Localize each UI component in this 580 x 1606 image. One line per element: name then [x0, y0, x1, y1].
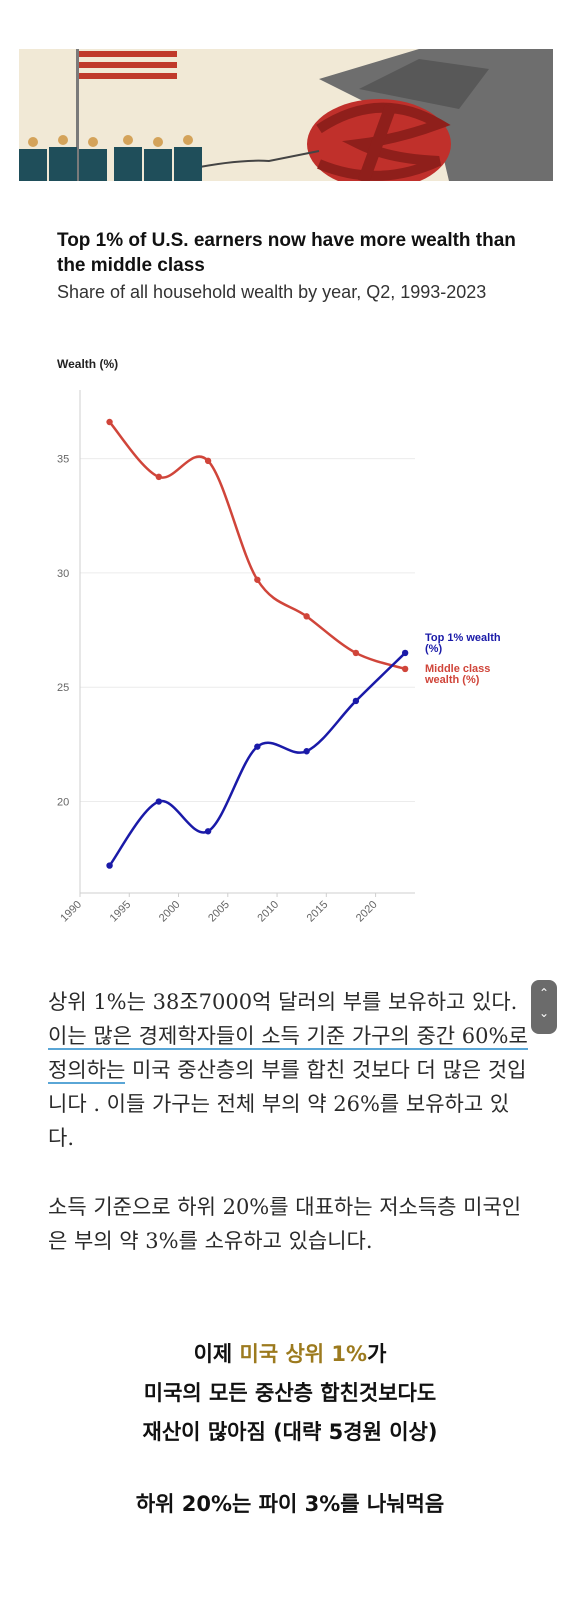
caption-line-3: 재산이 많아짐 (대략 5경원 이상)	[142, 1420, 438, 1444]
x-tick-label: 2015	[305, 899, 331, 925]
data-point	[204, 828, 212, 835]
data-point	[401, 649, 409, 657]
caption-text: 가	[367, 1342, 387, 1366]
caption-text: 이제	[193, 1342, 240, 1366]
series-label: Middle class wealth (%)	[424, 663, 490, 686]
chart-title: Top 1% of U.S. earners now have more wea…	[57, 230, 516, 276]
caption-line-2: 미국의 모든 중산층 합친것보다도	[143, 1381, 437, 1405]
flag-icon	[79, 51, 177, 79]
data-point	[106, 418, 113, 426]
article-paragraph-1: 상위 1%는 38조7000억 달러의 부를 보유하고 있다. 이는 많은 경제…	[48, 985, 528, 1155]
series-label: Top 1% wealth (%)	[425, 632, 501, 655]
chart-subtitle: Share of all household wealth by year, Q…	[57, 282, 487, 302]
chevron-up-icon[interactable]: ⌃	[538, 986, 550, 1000]
data-point	[352, 697, 360, 705]
data-point	[254, 576, 261, 583]
caption-highlight: 미국 상위 1%	[239, 1342, 368, 1366]
data-point	[254, 743, 261, 750]
data-point	[155, 473, 163, 481]
data-point	[352, 649, 360, 657]
header-illustration	[19, 49, 553, 181]
data-point	[303, 613, 310, 620]
dollar-sign-icon	[307, 99, 451, 181]
y-tick-label: 30	[57, 568, 69, 580]
x-tick-label: 2000	[157, 899, 183, 925]
x-tick-label: 2005	[206, 899, 232, 925]
y-tick-label: 25	[57, 682, 69, 694]
data-point	[106, 862, 113, 869]
series-line	[108, 652, 407, 867]
data-point	[155, 798, 163, 805]
highlighted-text: 이는 많은 경제학자들이 소득 기준 가구의 중간 60%로 정의하는	[48, 1024, 528, 1084]
data-point	[204, 457, 212, 465]
x-tick-label: 2020	[354, 899, 380, 925]
article-text: 미국 중산층의 부를 합친 것보다 더 많은 것입니다 . 이들 가구는 전체 …	[48, 1058, 527, 1150]
x-tick-label: 1995	[108, 899, 134, 925]
y-axis-label: Wealth (%)	[57, 357, 119, 371]
data-point	[303, 748, 310, 755]
soldiers-illustration	[19, 147, 202, 181]
caption-line-1: 이제 미국 상위 1%가	[0, 1338, 580, 1371]
line-chart: 20 25 30 35 1990 1995 2000 2005 2010 2015 2020 Midd…	[57, 390, 501, 925]
article-text: 상위 1%는 38조7000억 달러의 부를 보유하고 있다.	[48, 990, 518, 1014]
chevron-down-icon[interactable]: ⌄	[538, 1006, 550, 1020]
y-tick-label: 35	[57, 454, 69, 466]
caption-line-4: 하위 20%는 파이 3%를 나눠먹음	[135, 1492, 445, 1516]
y-tick-label: 20	[57, 797, 69, 809]
x-tick-label: 1990	[58, 899, 84, 925]
x-tick-label: 2010	[255, 899, 281, 925]
data-point	[401, 665, 409, 673]
article-paragraph-2: 소득 기준으로 하위 20%를 대표하는 저소득층 미국인은 부의 약 3%를 …	[48, 1195, 522, 1253]
scroll-control[interactable]: ⌃ ⌄	[531, 980, 557, 1034]
